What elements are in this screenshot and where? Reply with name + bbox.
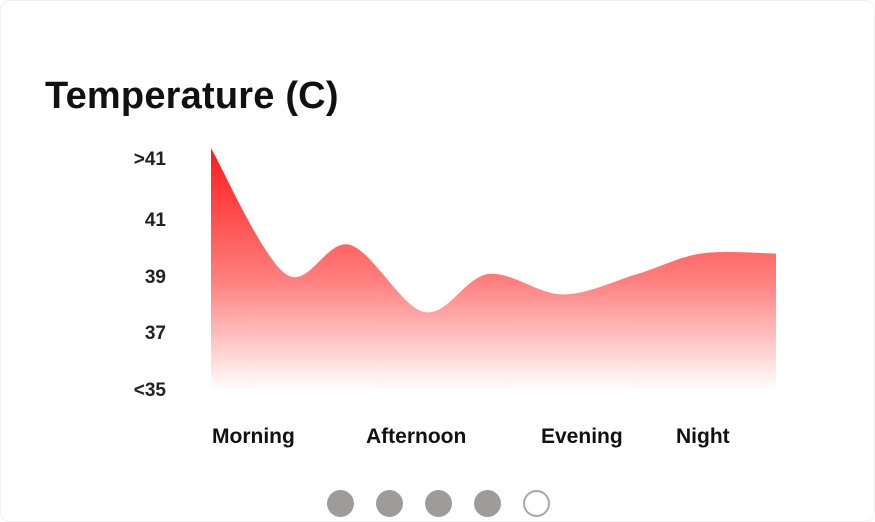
page-dot-current[interactable] [523,490,550,517]
y-tick-label: 39 [145,267,166,288]
page-dot[interactable] [474,490,501,517]
y-tick-label: 37 [145,323,166,344]
y-tick-label: 41 [145,210,167,231]
y-tick-label: <35 [134,380,167,401]
pagination-dots [1,490,874,520]
y-tick-label: >41 [134,149,167,170]
temperature-area [211,148,776,391]
page-dot[interactable] [376,490,403,517]
page-dot[interactable] [425,490,452,517]
temperature-area-chart: <35 37 39 41 >41 Morning Afternoon Evening Nigh… [134,148,776,448]
page-dot[interactable] [327,490,354,517]
x-axis-ticks: Morning Afternoon Evening Night [212,425,730,448]
x-tick-label: Night [676,425,730,448]
x-tick-label: Morning [212,425,295,448]
x-tick-label: Evening [541,425,623,448]
y-axis-ticks: <35 37 39 41 >41 [134,149,167,401]
chart-title: Temperature (C) [45,75,339,117]
x-tick-label: Afternoon [366,425,466,448]
area-series [211,148,776,391]
